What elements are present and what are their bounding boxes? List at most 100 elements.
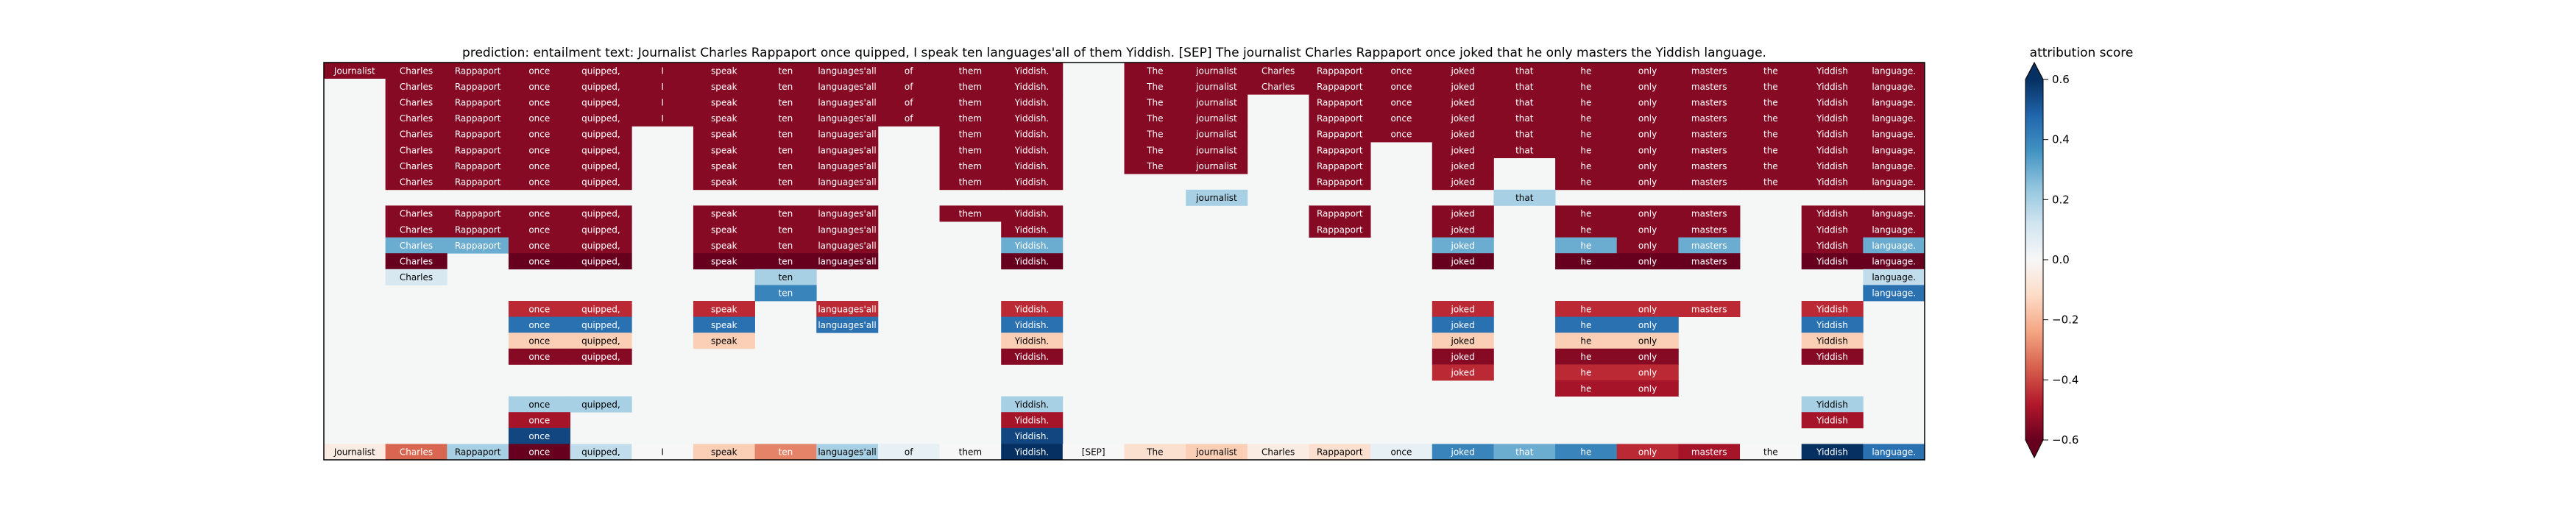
heatmap-cell-label: masters — [1691, 209, 1727, 219]
heatmap-cell-label: Charles — [400, 177, 433, 188]
heatmap-cell-label: he — [1580, 177, 1591, 188]
heatmap-cell — [1863, 285, 1925, 302]
heatmap-cell-label: languages'all — [818, 145, 876, 155]
heatmap-cell-label: Yiddish — [1816, 352, 1848, 362]
heatmap-cell-label: Rappaport — [1317, 145, 1363, 155]
heatmap-cell-label: once — [528, 399, 550, 410]
heatmap-cell-label: speak — [711, 177, 737, 188]
heatmap-cell — [1309, 78, 1371, 95]
heatmap-cell-label: the — [1763, 129, 1778, 140]
heatmap-cell — [385, 221, 447, 238]
heatmap-cell — [1740, 94, 1802, 111]
heatmap-cell-label: Charles — [400, 82, 433, 92]
heatmap-cell — [1678, 301, 1741, 317]
heatmap-cell — [693, 126, 755, 143]
heatmap-cell — [1186, 142, 1248, 158]
heatmap-cell-label: Yiddish. — [1014, 447, 1049, 458]
heatmap-cell-label: Yiddish. — [1014, 129, 1049, 140]
heatmap-cell — [877, 94, 940, 111]
heatmap-cell — [939, 205, 1002, 222]
heatmap-cell-label: Yiddish — [1816, 113, 1848, 124]
heatmap-cell-label: languages'all — [818, 177, 876, 188]
heatmap-cell — [1555, 142, 1618, 158]
heatmap-cell-label: he — [1580, 447, 1591, 458]
colorbar-tick-label: 0.2 — [2052, 193, 2070, 206]
heatmap-cell — [1801, 157, 1864, 174]
heatmap-cell — [324, 63, 386, 79]
heatmap-cell — [939, 126, 1002, 143]
heatmap-cell-label: Yiddish. — [1014, 145, 1049, 155]
heatmap-cell-label: the — [1763, 113, 1778, 124]
heatmap-cell — [1555, 94, 1618, 111]
heatmap-cell — [1555, 110, 1618, 127]
heatmap-cell-label: joked — [1450, 113, 1474, 124]
colorbar-tick-label: 0.4 — [2052, 133, 2070, 146]
heatmap-cell-label: masters — [1691, 98, 1727, 108]
heatmap-cell — [1801, 221, 1864, 238]
heatmap-cell — [1493, 63, 1556, 79]
heatmap-cell — [693, 174, 755, 191]
heatmap-cell — [1801, 333, 1864, 349]
heatmap-cell — [1309, 205, 1371, 222]
heatmap-cell — [1616, 142, 1679, 158]
heatmap-cell — [1801, 316, 1864, 333]
heatmap-cell-label: once — [528, 65, 550, 76]
heatmap-cell-label: ten — [779, 129, 793, 140]
heatmap-cell-label: ten — [779, 161, 793, 171]
heatmap-cell — [754, 269, 817, 285]
heatmap-cell — [1124, 126, 1186, 143]
heatmap-cell-label: joked — [1450, 447, 1474, 458]
heatmap-cell-label: he — [1580, 129, 1591, 140]
heatmap-cell — [1740, 174, 1802, 191]
heatmap-cell-label: quipped, — [581, 177, 620, 188]
heatmap-cell — [570, 205, 632, 222]
heatmap-cell — [570, 174, 632, 191]
heatmap-cell-label: ten — [779, 82, 793, 92]
heatmap-cell-label: Rappaport — [455, 113, 501, 124]
heatmap-cell-label: I — [661, 113, 664, 124]
heatmap-cell — [1616, 316, 1679, 333]
heatmap-cell — [1124, 63, 1186, 79]
heatmap-cell — [754, 253, 817, 270]
heatmap-cell-label: The — [1146, 161, 1163, 171]
heatmap-cell — [385, 237, 447, 254]
heatmap-cell-label: language. — [1872, 113, 1916, 124]
heatmap-cell — [447, 237, 509, 254]
heatmap-cell-label: journalist — [1195, 65, 1237, 76]
heatmap-cell-label: masters — [1691, 113, 1727, 124]
heatmap-cell — [1863, 444, 1925, 461]
heatmap-cell-label: them — [959, 65, 982, 76]
heatmap-cell — [385, 444, 447, 461]
heatmap-cell-label: speak — [711, 65, 737, 76]
heatmap-cell-label: of — [905, 447, 913, 458]
heatmap-cell — [1370, 444, 1433, 461]
colorbar-tick-label: 0.6 — [2052, 73, 2070, 86]
heatmap-cell — [1370, 94, 1433, 111]
heatmap-cell-label: once — [528, 352, 550, 362]
heatmap-cell — [1186, 63, 1248, 79]
heatmap-cell — [1001, 444, 1064, 461]
heatmap-cell — [1616, 78, 1679, 95]
heatmap-cell — [1678, 142, 1741, 158]
heatmap-cell — [1678, 157, 1741, 174]
heatmap-cell — [754, 444, 817, 461]
colorbar-gradient — [2025, 79, 2043, 440]
heatmap-cell-label: speak — [711, 241, 737, 251]
heatmap-cell-label: them — [959, 161, 982, 171]
heatmap-cell-label: that — [1515, 145, 1534, 155]
heatmap-cell — [816, 237, 879, 254]
heatmap-cell-label: languages'all — [818, 320, 876, 330]
heatmap-cell — [939, 78, 1002, 95]
heatmap-cell-label: speak — [711, 336, 737, 347]
heatmap-cell — [939, 157, 1002, 174]
heatmap-cell — [1432, 444, 1494, 461]
heatmap-cell-label: joked — [1450, 177, 1474, 188]
heatmap-cell-label: Charles — [400, 447, 433, 458]
heatmap-cell — [570, 221, 632, 238]
heatmap-cell — [1309, 110, 1371, 127]
heatmap-cell — [1616, 364, 1679, 381]
heatmap-cell-label: once — [528, 416, 550, 426]
heatmap-cell-label: masters — [1691, 65, 1727, 76]
heatmap-cell-label: ten — [779, 272, 793, 283]
